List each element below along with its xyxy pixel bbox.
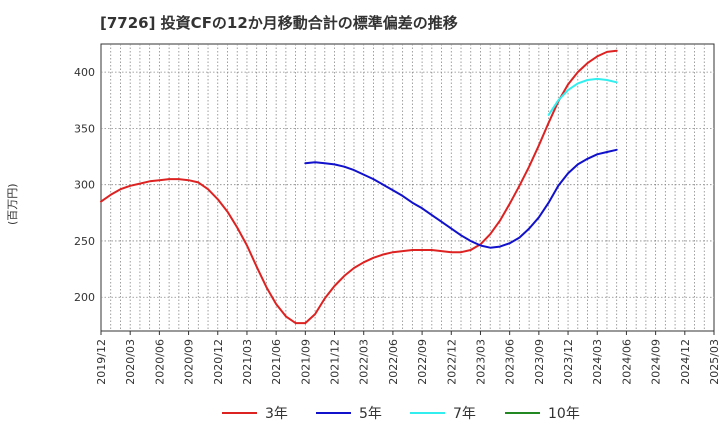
x-tick-label: 2023/06 <box>504 339 517 385</box>
legend-label-3年: 3年 <box>265 406 288 422</box>
x-tick-label: 2024/12 <box>679 339 692 385</box>
x-tick-label: 2021/06 <box>270 339 283 385</box>
x-tick-label: 2020/09 <box>183 339 196 385</box>
x-tick-label: 2023/09 <box>533 339 546 385</box>
x-tick-label: 2020/03 <box>124 339 137 385</box>
y-tick-label: 200 <box>74 291 95 304</box>
series-line-5年 <box>304 148 618 249</box>
x-tick-label: 2024/06 <box>620 339 633 385</box>
y-tick-label: 250 <box>74 235 95 248</box>
x-tick-label: 2023/03 <box>474 339 487 385</box>
x-tick-label: 2020/12 <box>212 339 225 385</box>
x-tick-label: 2020/06 <box>153 339 166 385</box>
legend-label-7年: 7年 <box>453 406 476 422</box>
x-tick-label: 2022/12 <box>445 339 458 385</box>
chart-title: [7726] 投資CFの12か月移動合計の標準偏差の推移 <box>100 14 458 32</box>
x-tick-label: 2021/09 <box>299 339 312 385</box>
x-tick-label: 2021/12 <box>329 339 342 385</box>
plot-area <box>100 43 715 332</box>
y-tick-label: 300 <box>74 179 95 192</box>
x-tick-label: 2025/03 <box>708 339 720 385</box>
series-line-3年 <box>100 49 618 325</box>
x-tick-label: 2022/06 <box>387 339 400 385</box>
y-tick-label: 400 <box>74 66 95 79</box>
x-tick-label: 2023/12 <box>562 339 575 385</box>
y-tick-label: 350 <box>74 122 95 135</box>
legend-label-10年: 10年 <box>548 406 580 422</box>
legend-label-5年: 5年 <box>359 406 382 422</box>
x-tick-label: 2021/03 <box>241 339 254 385</box>
x-tick-label: 2022/03 <box>358 339 371 385</box>
x-tick-label: 2024/03 <box>591 339 604 385</box>
series-line-7年 <box>547 77 618 116</box>
x-tick-label: 2022/09 <box>416 339 429 385</box>
x-tick-label: 2019/12 <box>95 339 108 385</box>
x-tick-label: 2024/09 <box>650 339 663 385</box>
